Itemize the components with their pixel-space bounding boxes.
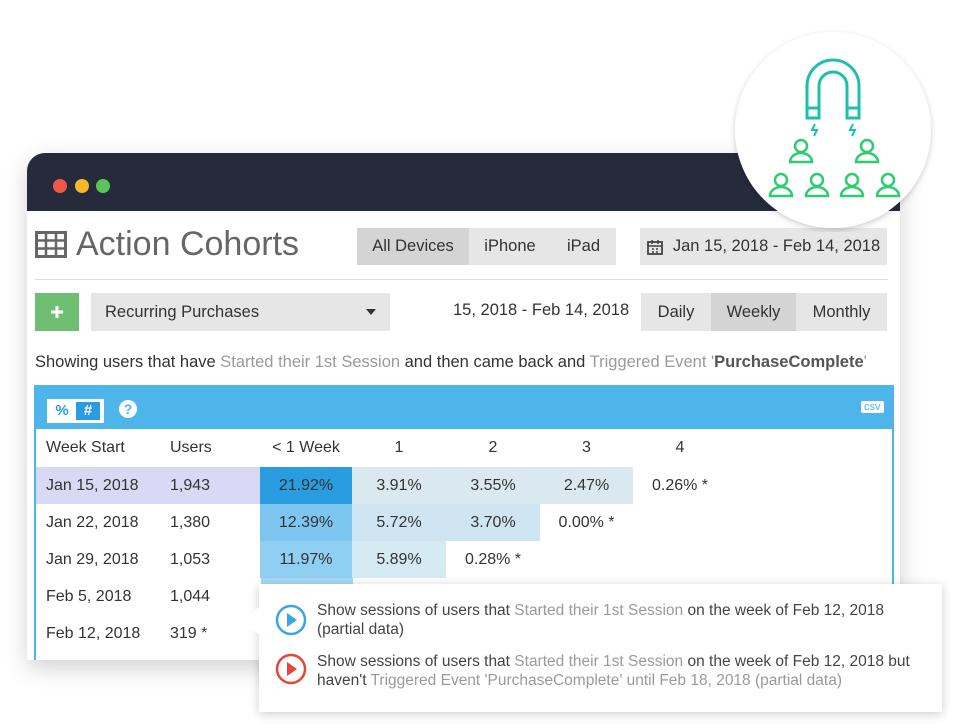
tooltip-text: on the week of Feb 12, 2018 but haven't <box>317 653 915 689</box>
column-header: Users <box>170 438 212 456</box>
retention-cell: 11.97% <box>260 541 352 578</box>
maximize-dot[interactable] <box>96 179 110 193</box>
column-header: 2 <box>488 438 498 456</box>
play-icon[interactable] <box>275 653 307 685</box>
plus-icon <box>51 306 63 318</box>
period-tab[interactable]: Weekly <box>711 293 796 331</box>
retention-cell: 3.55% <box>446 467 540 504</box>
device-tab[interactable]: iPad <box>551 228 616 265</box>
tooltip-event: Triggered Event 'PurchaseComplete' until… <box>370 672 842 689</box>
device-tab[interactable]: iPhone <box>469 228 551 265</box>
table-toolbar <box>36 387 892 429</box>
period-tab[interactable]: Daily <box>641 293 711 331</box>
play-icon[interactable] <box>275 604 307 636</box>
device-tab[interactable]: All Devices <box>357 228 469 265</box>
count-toggle[interactable]: # <box>76 402 100 420</box>
cohort-table: % # ? csv Week Start Users < 1 Week 1 2 3 4 Jan… <box>34 385 894 660</box>
tooltip-text: Show sessions of users that <box>317 653 515 670</box>
retention-cell: 3.70% <box>446 504 540 541</box>
date-range-partial: 15, 2018 - Feb 14, 2018 <box>453 301 630 319</box>
tooltip: Show sessions of users that Started thei… <box>245 584 942 712</box>
description-event-name: PurchaseComplete <box>714 353 864 371</box>
help-icon[interactable]: ? <box>119 400 137 418</box>
retention-cell: 21.92% <box>260 467 352 504</box>
column-header: 4 <box>675 438 685 456</box>
page-title: Action Cohorts <box>76 225 299 263</box>
column-header: Week Start <box>46 438 125 456</box>
tooltip-arrow <box>245 606 260 636</box>
date-range: Jan 15, 2018 - Feb 14, 2018 <box>672 237 881 255</box>
retention-cell: 0.26% * <box>651 476 709 494</box>
users: 319 * <box>170 624 208 642</box>
description-text: and then came back and <box>400 353 590 371</box>
week-start: Jan 29, 2018 <box>46 550 139 568</box>
column-header: < 1 Week <box>272 438 340 456</box>
users: 1,053 <box>170 550 211 568</box>
description-text: Showing users that have <box>35 353 221 371</box>
retention-cell: 3.91% <box>352 467 446 504</box>
csv-export[interactable]: csv <box>861 401 884 413</box>
divider <box>35 279 888 280</box>
tooltip-event: Started their 1st Session <box>514 653 684 670</box>
caret <box>366 309 376 315</box>
close-dot[interactable] <box>53 179 67 193</box>
column-header: 3 <box>582 438 591 456</box>
retention-cell: 5.89% <box>352 541 446 578</box>
column-header: 1 <box>394 438 404 456</box>
segment-dropdown[interactable]: Recurring Purchases <box>91 293 390 331</box>
description-event: Started their 1st Session <box>220 353 401 371</box>
retention-cell: 0.00% * <box>558 513 615 531</box>
tooltip-option[interactable]: Show sessions of users that Started thei… <box>317 652 927 690</box>
segment-name: Recurring Purchases <box>105 302 260 321</box>
users: 1,044 <box>170 587 211 605</box>
percent-toggle[interactable]: % <box>55 402 69 419</box>
retention-cell: 2.47% <box>540 467 633 504</box>
tooltip-text: on the week of Feb 12, 2018 (partial dat… <box>317 602 889 638</box>
week-start: Jan 22, 2018 <box>46 513 139 531</box>
users: 1,380 <box>170 513 211 531</box>
retention-cell: 0.28% * <box>464 550 522 568</box>
grid-icon <box>35 231 67 258</box>
period-tab[interactable]: Monthly <box>796 293 887 331</box>
week-start: Feb 12, 2018 <box>46 624 141 642</box>
magnet-badge <box>735 32 931 228</box>
description-event: ' <box>863 353 867 371</box>
retention-cell: 12.39% <box>260 504 352 541</box>
tooltip-option[interactable]: Show sessions of users that Started thei… <box>317 601 927 639</box>
date-picker[interactable]: Jan 15, 2018 - Feb 14, 2018 <box>640 228 887 265</box>
minimize-dot[interactable] <box>75 179 89 193</box>
retention-cell: 5.72% <box>352 504 446 541</box>
add-button[interactable] <box>35 293 79 331</box>
tooltip-text: Show sessions of users that <box>317 602 515 619</box>
calendar-icon <box>646 239 663 255</box>
week-start: Feb 5, 2018 <box>46 587 132 605</box>
users: 1,943 <box>160 467 260 504</box>
week-start: Jan 15, 2018 <box>36 467 160 504</box>
description: Showing users that have Started their 1s… <box>35 353 867 372</box>
description-event: Triggered Event ' <box>589 353 715 371</box>
tooltip-event: Started their 1st Session <box>514 602 684 619</box>
